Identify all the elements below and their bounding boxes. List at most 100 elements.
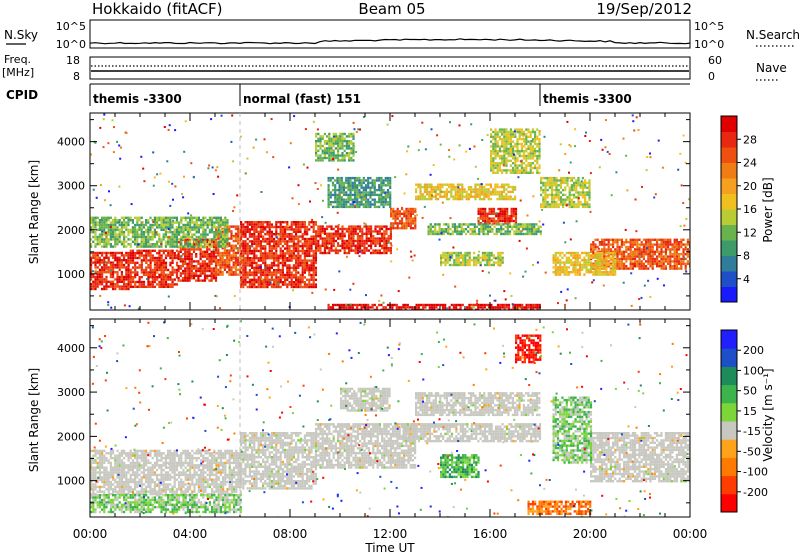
scatter-cell (350, 227, 353, 231)
scatter-cell (242, 223, 245, 226)
scatter-cell (516, 169, 519, 172)
scatter-cell (490, 133, 493, 136)
scatter-cell (350, 232, 353, 235)
scatter-cell (127, 283, 130, 286)
scatter-cell (605, 263, 608, 267)
scatter-cell (301, 242, 304, 245)
scatter-cell (123, 238, 126, 241)
scatter-cell (120, 223, 123, 227)
scatter-cell (94, 278, 97, 281)
scatter-cell (226, 231, 229, 234)
scatter-cell (386, 176, 390, 180)
scatter-cell (505, 193, 508, 196)
scatter-cell (600, 266, 604, 269)
scatter-cell (616, 250, 619, 253)
scatter-cell (270, 257, 273, 260)
scatter-cell (120, 275, 123, 279)
scatter-cell (566, 196, 569, 199)
scatter-cell (175, 249, 179, 252)
scatter-cell (620, 250, 623, 253)
scatter-cell (317, 244, 320, 247)
scatter-cell (275, 271, 278, 274)
scatter-cell (178, 221, 181, 224)
scatter-cell (583, 273, 586, 276)
scatter-cell (470, 188, 473, 191)
scatter-cell (184, 248, 187, 251)
scatter-cell (277, 271, 280, 274)
scatter-cell (481, 207, 485, 211)
scatter-cell (105, 280, 108, 283)
scatter-cell (445, 230, 448, 233)
scatter-cell (145, 268, 148, 272)
scatter-cell (193, 223, 196, 227)
scatter-cell (105, 254, 108, 257)
scatter-cell (642, 238, 645, 241)
scatter-cell (203, 274, 207, 277)
scatter-cell (264, 278, 267, 281)
scatter-cell (553, 184, 556, 187)
scatter-cell (496, 145, 499, 148)
scatter-cell (594, 271, 597, 274)
scatter-cell (310, 283, 313, 286)
scatter-cell (498, 147, 501, 150)
scatter-cell (356, 244, 359, 247)
scatter-cell (498, 185, 501, 189)
scatter-cell (625, 241, 628, 244)
scatter-cell (382, 196, 385, 199)
scatter-cell (310, 235, 313, 238)
scatter-cell (279, 249, 282, 253)
scatter-cell (306, 266, 309, 269)
scatter-cell (251, 283, 254, 286)
scatter-cell (253, 285, 256, 289)
scatter-cell (114, 259, 117, 262)
scatter-cell (257, 271, 260, 274)
scatter-cell (336, 181, 339, 185)
scatter-cell (618, 245, 621, 249)
scatter-cell (548, 186, 551, 189)
scatter-cell (242, 285, 245, 289)
scatter-cell (299, 278, 302, 281)
scatter-cell (131, 276, 135, 279)
scatter-cell (513, 230, 516, 233)
scatter-cell (297, 235, 300, 238)
scatter-cell (295, 223, 298, 226)
scatter-cell (123, 283, 126, 286)
scatter-cell (186, 253, 189, 256)
scatter-cell (598, 266, 601, 269)
scatter-cell (181, 248, 185, 251)
scatter-cell (478, 230, 481, 233)
scatter-cell (275, 276, 278, 279)
scatter-cell (107, 251, 110, 255)
scatter-cell (195, 272, 198, 275)
scatter-cell (492, 145, 495, 148)
scatter-cell (240, 259, 243, 262)
scatter-cell (299, 249, 302, 253)
scatter-cell (356, 242, 359, 245)
scatter-cell (684, 257, 687, 261)
scatter-cell (584, 186, 587, 189)
scatter-cell (554, 261, 557, 264)
scatter-band (490, 128, 541, 174)
scatter-cell (360, 186, 363, 189)
scatter-cell (354, 239, 357, 243)
scatter-cell (336, 188, 339, 192)
scatter-cell (315, 237, 318, 240)
scatter-cell (212, 267, 215, 270)
scatter-cell (323, 227, 326, 231)
scatter-cell (98, 223, 101, 227)
scatter-cell (367, 179, 370, 182)
scatter-cell (103, 261, 106, 264)
scatter-cell (208, 248, 211, 251)
scatter-cell (295, 257, 298, 260)
scatter-cell (153, 216, 156, 219)
scatter-cell (345, 247, 348, 250)
scatter-cell (321, 239, 324, 243)
scatter-cell (421, 193, 424, 196)
scatter-cell (596, 263, 599, 267)
scatter-cell (378, 225, 381, 228)
scatter-cell (145, 273, 148, 276)
scatter-cell (607, 243, 610, 246)
scatter-cell (286, 278, 289, 281)
scatter-cell (125, 245, 128, 248)
scatter-cell (611, 271, 615, 274)
